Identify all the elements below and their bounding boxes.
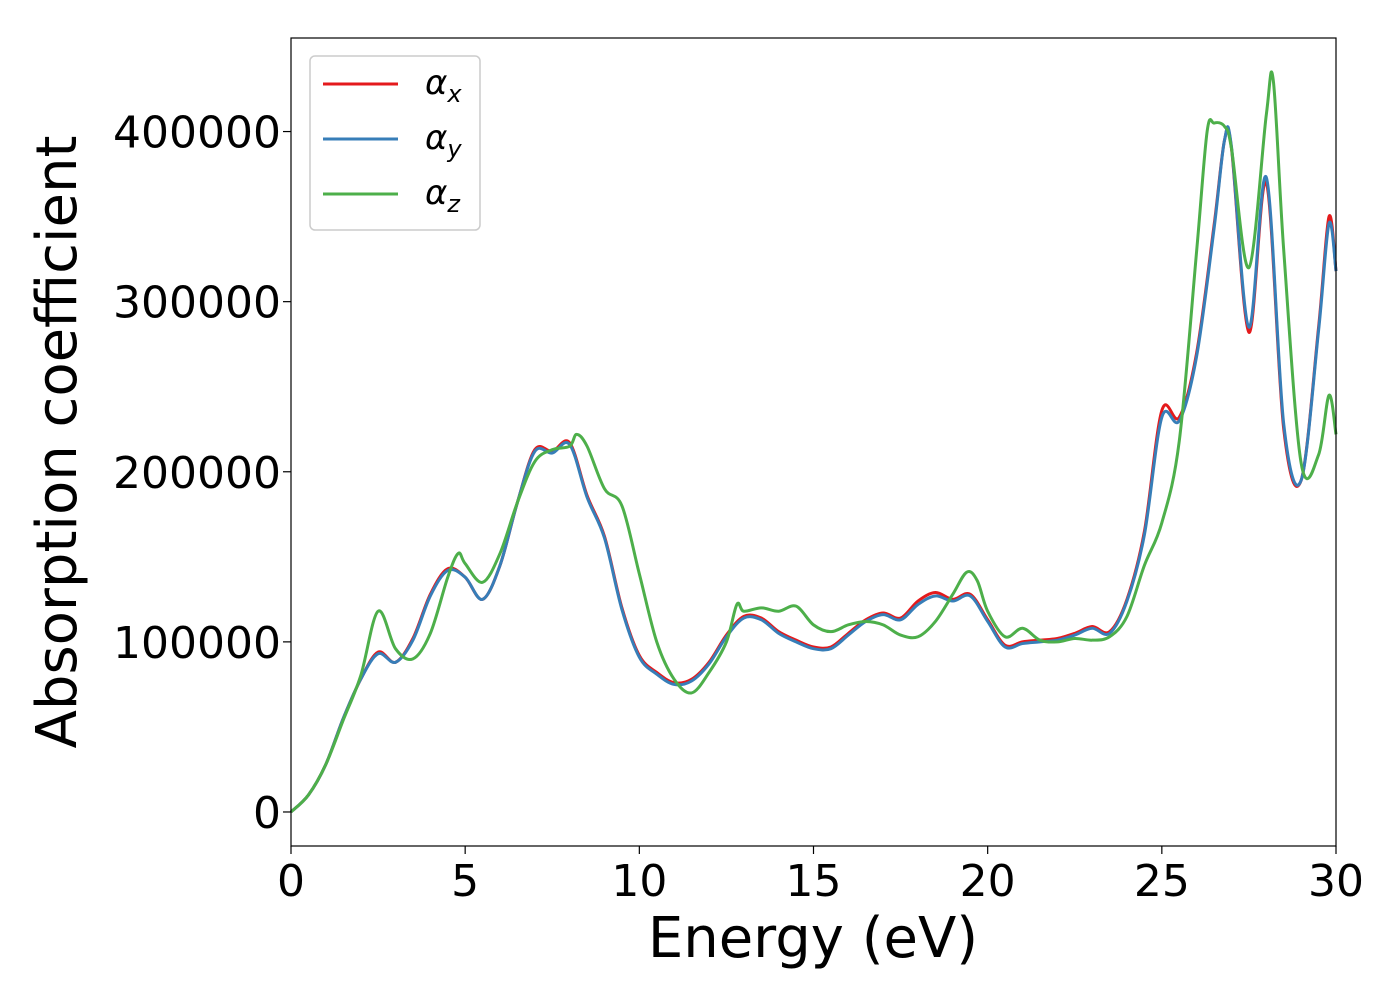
legend-box [309,55,481,231]
y-tick-label: 200000 [113,448,281,499]
x-axis-ticks: 0 5 10 15 20 25 30 [277,846,1364,907]
x-tick-label: 25 [1134,856,1190,907]
x-tick-label: 20 [960,856,1016,907]
y-tick-label: 100000 [113,618,281,669]
x-tick-label: 0 [277,856,305,907]
series-line-3 [289,70,1338,814]
legend-label-2: αy [425,118,462,163]
legend-label-3: αz [425,173,461,218]
x-tick-label: 30 [1308,856,1364,907]
y-axis-label: Absorption coefficient [25,136,90,749]
x-tick-label: 5 [451,856,479,907]
x-tick-label: 15 [786,856,842,907]
legend: αx αy αz [309,55,481,231]
y-tick-label: 300000 [113,278,281,329]
x-axis-label: Energy (eV) [648,906,978,971]
y-tick-label: 0 [253,788,281,839]
x-tick-label: 10 [611,856,667,907]
legend-label-1: αx [425,63,462,108]
series-layer [289,70,1338,814]
y-tick-label: 400000 [113,108,281,159]
y-axis-ticks: 0 100000 200000 300000 400000 [113,108,291,839]
